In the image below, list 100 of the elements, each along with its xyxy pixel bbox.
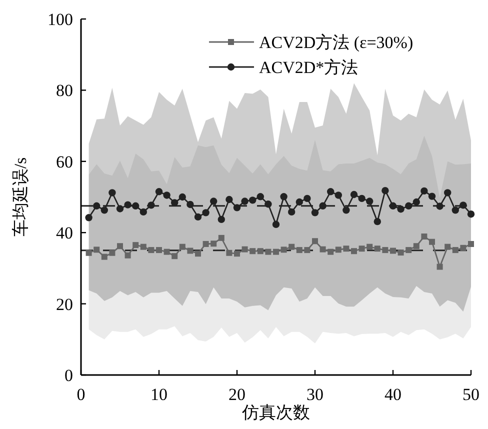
- point: [85, 214, 92, 222]
- point: [335, 246, 342, 253]
- point: [468, 240, 474, 247]
- point: [358, 194, 366, 202]
- point: [452, 247, 458, 254]
- point: [172, 253, 178, 260]
- point: [233, 204, 241, 212]
- point: [366, 244, 373, 250]
- point: [296, 247, 302, 254]
- y-tick-label: 60: [56, 152, 73, 172]
- point: [273, 248, 279, 255]
- point: [241, 198, 248, 205]
- point: [280, 193, 288, 200]
- point: [234, 250, 240, 257]
- x-tick-label: 30: [306, 385, 324, 404]
- point: [218, 216, 225, 224]
- point: [187, 248, 194, 254]
- point: [398, 250, 404, 256]
- point: [218, 234, 224, 241]
- point: [436, 264, 443, 270]
- x-tick-label: 50: [462, 385, 480, 404]
- point: [226, 250, 232, 256]
- point: [164, 248, 170, 255]
- point: [444, 189, 452, 196]
- point: [421, 234, 428, 240]
- point: [264, 200, 272, 208]
- point: [148, 202, 155, 209]
- point: [179, 244, 186, 250]
- legend-label: ACV2D*方法: [259, 58, 358, 77]
- point: [132, 242, 139, 248]
- point: [428, 192, 436, 200]
- point: [342, 206, 350, 214]
- point: [327, 188, 334, 196]
- point: [124, 252, 131, 258]
- point: [350, 190, 358, 198]
- point: [420, 187, 428, 195]
- x-axis-title: 仿真次数: [241, 403, 310, 422]
- point: [382, 186, 389, 194]
- point: [156, 247, 162, 254]
- point: [405, 202, 412, 210]
- point: [109, 250, 116, 256]
- point: [140, 244, 146, 250]
- point: [436, 202, 444, 210]
- y-tick-label: 100: [48, 10, 73, 29]
- x-tick-label: 40: [384, 385, 402, 404]
- point: [412, 198, 420, 206]
- point: [358, 246, 365, 252]
- point: [140, 208, 147, 216]
- point: [163, 192, 170, 199]
- point: [296, 198, 303, 206]
- point: [202, 240, 209, 247]
- point: [319, 202, 326, 210]
- y-tick-label: 20: [56, 294, 73, 314]
- point: [374, 246, 380, 252]
- point: [444, 244, 451, 250]
- point: [117, 243, 123, 250]
- point: [397, 206, 404, 213]
- legend-label: ACV2D方法 (ε=30%): [259, 33, 414, 52]
- point: [194, 213, 202, 221]
- x-tick-label: 0: [76, 385, 86, 404]
- point: [390, 248, 396, 254]
- point: [312, 238, 318, 244]
- point: [242, 246, 248, 252]
- point: [155, 188, 163, 196]
- y-tick-label: 40: [56, 224, 73, 243]
- x-tick-label: 20: [228, 385, 246, 404]
- point: [406, 247, 412, 254]
- point: [460, 202, 467, 209]
- point: [93, 202, 100, 210]
- point: [351, 248, 357, 254]
- point: [280, 246, 287, 253]
- point: [132, 202, 140, 210]
- y-axis-title: 车均延误/s: [11, 157, 30, 237]
- point: [256, 193, 264, 200]
- point: [311, 209, 319, 216]
- point: [178, 193, 186, 201]
- point: [249, 196, 256, 204]
- point: [257, 248, 264, 254]
- point: [265, 248, 272, 255]
- point: [202, 209, 210, 216]
- point: [382, 247, 388, 254]
- y-tick-label: 80: [56, 81, 73, 100]
- point: [413, 243, 420, 250]
- point: [328, 248, 334, 255]
- point: [226, 196, 233, 204]
- point: [100, 206, 108, 214]
- point: [94, 246, 100, 253]
- point: [389, 202, 397, 210]
- point: [288, 244, 295, 250]
- point: [148, 247, 154, 254]
- point: [304, 247, 310, 254]
- point: [452, 206, 459, 214]
- point: [467, 210, 475, 218]
- point: [195, 250, 201, 257]
- point: [374, 218, 381, 226]
- point: [171, 199, 178, 206]
- point: [366, 198, 374, 205]
- point: [86, 250, 92, 256]
- point: [343, 246, 350, 252]
- point: [124, 201, 132, 208]
